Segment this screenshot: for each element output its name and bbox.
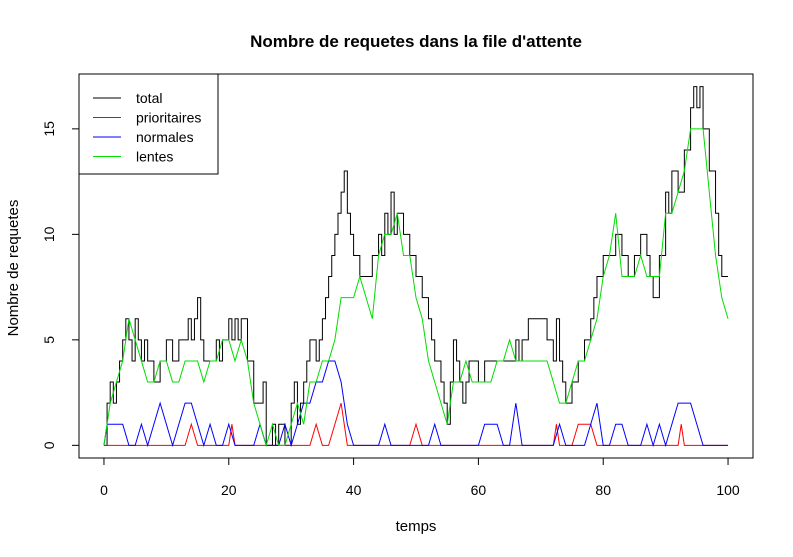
y-tick-label: 0	[41, 441, 57, 449]
legend-label-total: total	[136, 90, 162, 106]
legend-label-normales: normales	[136, 129, 194, 145]
x-tick-label: 0	[100, 482, 108, 498]
legend-box	[78, 73, 219, 175]
legend-label-prioritaires: prioritaires	[136, 110, 201, 126]
series-layer	[103, 86, 729, 448]
series-line-normales	[103, 360, 729, 448]
x-axis-label: temps	[396, 518, 437, 535]
y-tick-label: 5	[41, 336, 57, 344]
y-tick-label: 15	[41, 121, 57, 137]
y-axis-label: Nombre de requetes	[5, 200, 22, 337]
x-tick-label: 40	[346, 482, 362, 498]
series-line-lentes	[103, 128, 729, 448]
plot-frame	[78, 73, 754, 459]
y-tick-label: 10	[41, 226, 57, 242]
chart-title: Nombre de requetes dans la file d'attent…	[250, 32, 582, 51]
x-tick-label: 60	[471, 482, 487, 498]
x-tick-label: 80	[595, 482, 611, 498]
legend: total prioritaires normales lentes	[78, 73, 219, 175]
x-tick-label: 100	[716, 482, 740, 498]
legend-label-lentes: lentes	[136, 149, 173, 165]
x-tick-label: 20	[221, 482, 237, 498]
